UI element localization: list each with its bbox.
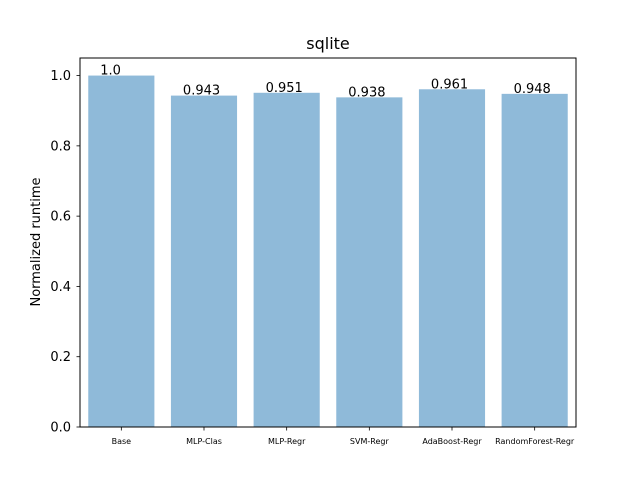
bar-value-label: 0.938 bbox=[348, 85, 385, 100]
plot-frame bbox=[79, 57, 577, 428]
y-tick-label: 0.4 bbox=[50, 280, 71, 295]
y-tick-label: 0.2 bbox=[50, 350, 71, 365]
bar-adaboost-regr bbox=[418, 89, 486, 427]
bar-base bbox=[88, 75, 155, 427]
y-tick-label: 1.0 bbox=[50, 69, 71, 84]
chart-title: sqlite bbox=[306, 34, 350, 53]
bar-value-label: 1.0 bbox=[100, 64, 121, 79]
y-tick-label: 0.6 bbox=[50, 210, 71, 225]
x-tick-label: MLP-Clas bbox=[186, 437, 222, 446]
bars-group bbox=[88, 75, 568, 428]
bar-svm-regr bbox=[336, 97, 403, 428]
y-tick-label: 0.8 bbox=[50, 139, 71, 154]
bar-mlp-regr bbox=[253, 92, 320, 427]
bar-mlp-clas bbox=[170, 95, 238, 427]
y-axis-label: Normalized runtime bbox=[29, 177, 44, 306]
bar-labels-group: 1.0 0.943 0.951 0.938 0.961 0.948 bbox=[100, 64, 551, 101]
x-tick-label: MLP-Regr bbox=[268, 437, 306, 446]
bar-randomforest-regr bbox=[501, 93, 568, 427]
bar-value-label: 0.943 bbox=[183, 84, 220, 99]
x-tick-label: Base bbox=[112, 437, 132, 446]
bar-value-label: 0.951 bbox=[266, 81, 303, 96]
x-axis-ticks: Base MLP-Clas MLP-Regr SVM-Regr AdaBoost-Reg… bbox=[112, 427, 575, 446]
x-tick-label: AdaBoost-Regr bbox=[422, 437, 482, 446]
y-tick-label: 0.0 bbox=[50, 421, 71, 436]
bar-value-label: 0.961 bbox=[431, 77, 468, 92]
x-tick-label: SVM-Regr bbox=[350, 437, 390, 446]
bar-value-label: 0.948 bbox=[514, 82, 551, 97]
y-axis-ticks: 0.0 0.2 0.4 0.6 0.8 1.0 bbox=[50, 69, 80, 436]
x-tick-label: RandomForest-Regr bbox=[495, 437, 575, 446]
